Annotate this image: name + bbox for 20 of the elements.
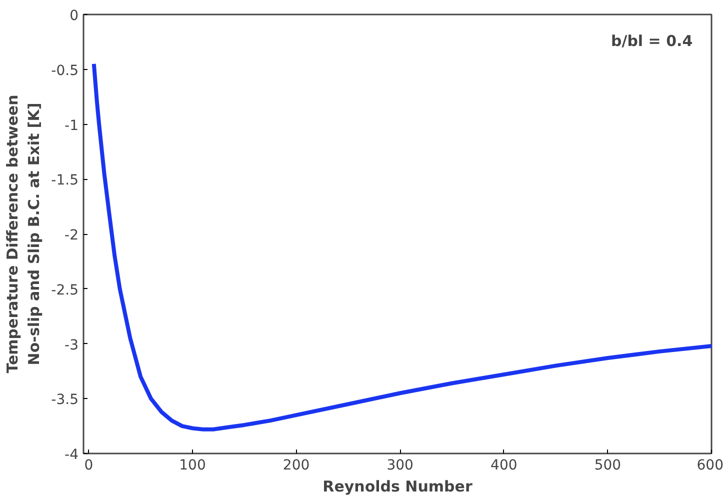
y-tick-label: -2 <box>64 228 79 244</box>
x-tick-label: 300 <box>386 458 414 474</box>
y-tick-label: -4 <box>64 447 79 463</box>
annotation: b/bl = 0.4 <box>610 32 693 50</box>
x-tick-label: 600 <box>696 458 723 474</box>
line-series <box>92 62 712 432</box>
x-tick-label: 500 <box>594 458 622 474</box>
y-tick-label: -1.5 <box>51 172 79 189</box>
y-tick-label: -3.5 <box>51 392 79 408</box>
x-tick-label: 0 <box>84 458 94 474</box>
x-axis-title: Reynolds Number <box>322 478 473 496</box>
y-tick-label: 0 <box>70 8 79 24</box>
x-tick-label: 200 <box>282 458 310 474</box>
y-tick-label: -3 <box>64 337 79 354</box>
y-axis-title: Temperature Difference between No-slip and Slip B.C. at Exit [K] <box>4 94 44 374</box>
x-tick-label: 100 <box>179 458 206 474</box>
y-tick-label: -1 <box>64 118 79 134</box>
x-tick-label: 400 <box>490 458 518 474</box>
y-tick-label: -0.5 <box>51 62 79 79</box>
y-tick-label: -2.5 <box>51 282 79 298</box>
